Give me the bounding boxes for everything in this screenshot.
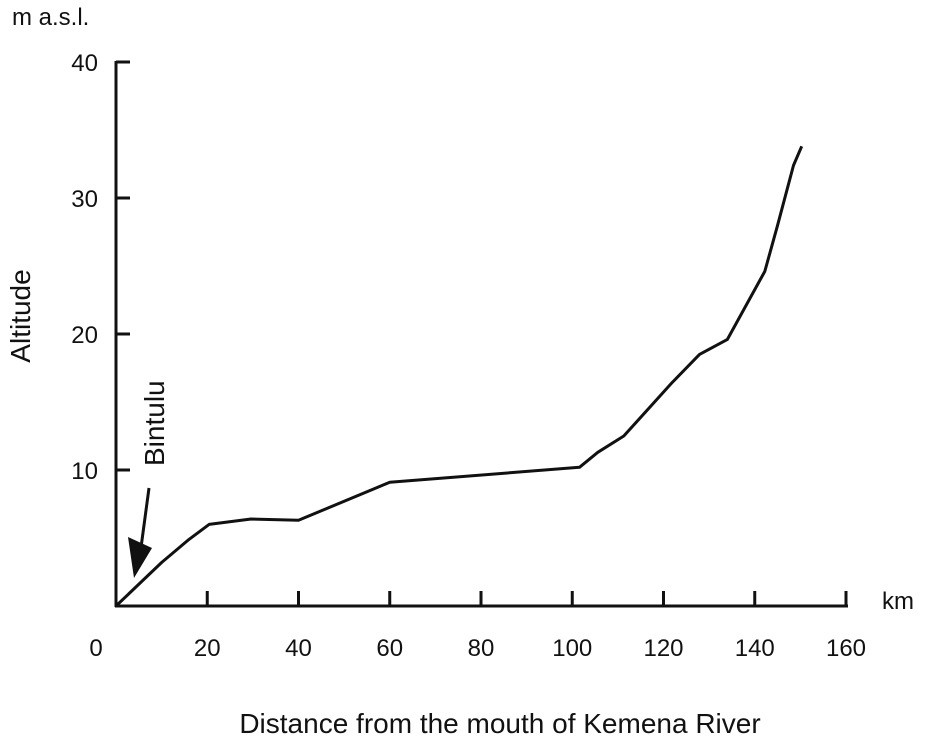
x-tick-label: 60 (376, 635, 403, 662)
altitude-profile-line (114, 145, 804, 608)
bintulu-arrow-head-icon (128, 537, 152, 578)
bintulu-annotation: Bintulu (128, 380, 170, 578)
x-tick-label: 160 (826, 635, 866, 662)
x-axis-title: Distance from the mouth of Kemena River (239, 708, 760, 739)
y-tick-label: 40 (71, 50, 98, 77)
x-tick-label: 0 (89, 635, 102, 662)
y-tick-label: 30 (71, 186, 98, 213)
x-unit-label: km (882, 588, 914, 615)
axes (114, 61, 848, 608)
bintulu-label: Bintulu (139, 380, 170, 466)
y-axis-title: Altitude (5, 269, 36, 362)
x-tick-label: 40 (285, 635, 312, 662)
y-tick-label: 10 (71, 458, 98, 485)
x-ticks: 0 20 40 60 80 100 120 140 160 (89, 591, 866, 662)
y-tick-label: 20 (71, 322, 98, 349)
x-tick-label: 100 (552, 635, 592, 662)
x-tick-label: 120 (643, 635, 683, 662)
y-unit-label: m a.s.l. (12, 4, 89, 31)
x-tick-label: 140 (735, 635, 775, 662)
x-tick-label: 20 (194, 635, 221, 662)
x-tick-label: 80 (468, 635, 495, 662)
y-ticks: 10 20 30 40 (71, 50, 130, 485)
